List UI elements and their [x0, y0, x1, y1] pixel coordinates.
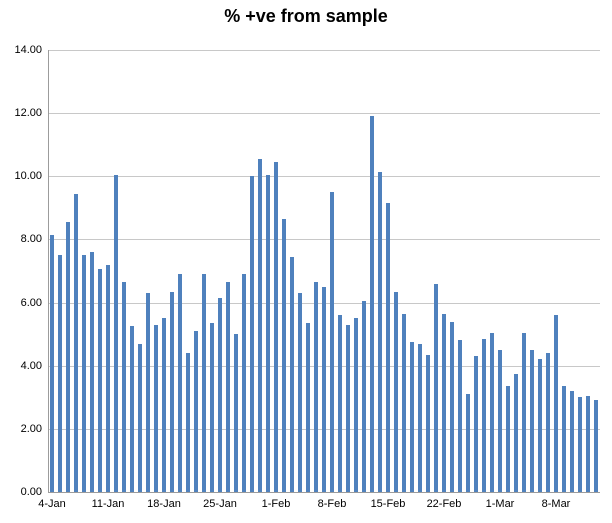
- y-axis-tick-label: 8.00: [20, 233, 42, 245]
- bar: [554, 315, 558, 492]
- bar: [514, 374, 518, 492]
- bar: [114, 175, 118, 492]
- bar: [218, 298, 222, 492]
- bar: [450, 322, 454, 492]
- bar: [346, 325, 350, 492]
- y-axis-tick-label: 0.00: [20, 486, 42, 498]
- x-axis-tick-label: 1-Feb: [261, 498, 291, 510]
- bar: [146, 293, 150, 492]
- bar: [458, 340, 462, 492]
- x-axis-tick-label: 8-Mar: [541, 498, 571, 510]
- bar: [594, 400, 598, 492]
- bar: [506, 386, 510, 492]
- y-axis-tick-label: 6.00: [20, 297, 42, 309]
- gridline: [48, 50, 600, 51]
- bar: [154, 325, 158, 492]
- y-axis-tick-label: 10.00: [14, 170, 42, 182]
- y-axis-tick-label: 2.00: [20, 423, 42, 435]
- bar: [122, 282, 126, 492]
- gridline: [48, 239, 600, 240]
- x-axis-tick-label: 25-Jan: [203, 498, 237, 510]
- bar: [274, 162, 278, 492]
- bar: [538, 359, 542, 492]
- bar: [474, 356, 478, 492]
- x-axis-line: [48, 492, 600, 493]
- bar: [570, 391, 574, 492]
- bar: [98, 269, 102, 492]
- bar: [234, 334, 238, 492]
- gridline: [48, 113, 600, 114]
- bar: [314, 282, 318, 492]
- x-axis-tick-label: 4-Jan: [38, 498, 66, 510]
- chart-title: % +ve from sample: [224, 6, 388, 26]
- bar: [194, 331, 198, 492]
- bar: [338, 315, 342, 492]
- bar: [170, 292, 174, 492]
- bar: [290, 257, 294, 492]
- y-axis-tick-label: 12.00: [14, 107, 42, 119]
- bar: [354, 318, 358, 492]
- bar: [394, 292, 398, 492]
- bar: [386, 203, 390, 492]
- bar: [442, 314, 446, 492]
- bar: [546, 353, 550, 492]
- bar: [178, 274, 182, 492]
- bar: [74, 194, 78, 492]
- bar: [466, 394, 470, 492]
- x-axis-tick-label: 15-Feb: [370, 498, 406, 510]
- bar: [378, 172, 382, 492]
- bar: [202, 274, 206, 492]
- bar: [130, 326, 134, 492]
- bar: [370, 116, 374, 492]
- bar: [242, 274, 246, 492]
- bar: [362, 301, 366, 492]
- bar: [418, 344, 422, 492]
- bar: [82, 255, 86, 492]
- bar: [410, 342, 414, 492]
- bar: [90, 252, 94, 492]
- bar: [266, 175, 270, 492]
- bar: [306, 323, 310, 492]
- bar: [210, 323, 214, 492]
- bar: [138, 344, 142, 492]
- x-axis-tick-label: 18-Jan: [147, 498, 181, 510]
- bar: [50, 235, 54, 492]
- bar: [530, 350, 534, 492]
- bar: [402, 314, 406, 492]
- gridline: [48, 176, 600, 177]
- bar: [322, 287, 326, 492]
- bar: [66, 222, 70, 492]
- x-axis-tick-label: 1-Mar: [485, 498, 515, 510]
- bar: [226, 282, 230, 492]
- y-axis-tick-label: 4.00: [20, 360, 42, 372]
- bar: [490, 333, 494, 492]
- x-axis-tick-label: 11-Jan: [91, 498, 125, 510]
- x-axis-tick-label: 22-Feb: [426, 498, 462, 510]
- y-axis-tick-label: 14.00: [14, 44, 42, 56]
- bar: [162, 318, 166, 492]
- bar: [426, 355, 430, 492]
- bar: [498, 350, 502, 492]
- bar: [58, 255, 62, 492]
- bar: [106, 265, 110, 492]
- bar: [186, 353, 190, 492]
- bar: [298, 293, 302, 492]
- bar: [258, 159, 262, 492]
- bar: [282, 219, 286, 492]
- bar: [586, 396, 590, 492]
- bar: [562, 386, 566, 492]
- bar: [482, 339, 486, 492]
- bar: [522, 333, 526, 492]
- bar: [578, 397, 582, 492]
- bar: [330, 192, 334, 492]
- x-axis-tick-label: 8-Feb: [317, 498, 347, 510]
- bar: [250, 176, 254, 492]
- bar: [434, 284, 438, 492]
- y-axis-line: [48, 50, 49, 492]
